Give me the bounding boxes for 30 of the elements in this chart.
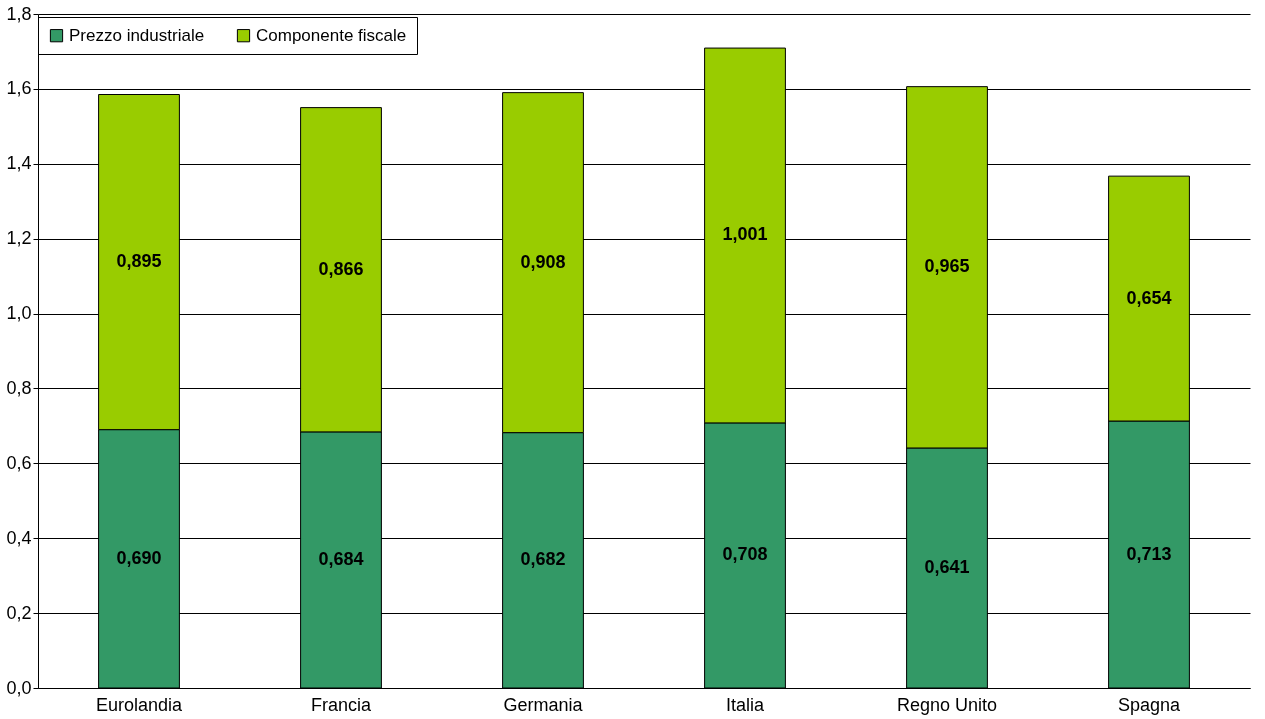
data-label: 1,001 (722, 224, 768, 245)
y-tick-label: 0,4 (6, 527, 32, 548)
x-tick-label: Regno Unito (896, 694, 998, 715)
y-tick-label: 1,0 (6, 303, 32, 324)
x-tick-label: Francia (310, 694, 372, 715)
data-label: 0,690 (116, 547, 162, 568)
data-label: 0,684 (318, 548, 364, 569)
data-label: 0,641 (924, 556, 970, 577)
x-tick-label: Eurolandia (95, 694, 184, 715)
data-label: 0,713 (1126, 543, 1172, 564)
y-tick-label: 0,6 (6, 452, 32, 473)
legend-label: Componente fiscale (256, 25, 407, 45)
x-tick-label: Germania (503, 694, 584, 715)
data-label: 0,654 (1126, 287, 1172, 308)
data-label: 0,895 (116, 251, 162, 272)
y-tick-label: 0,8 (6, 377, 32, 398)
x-tick-label: Italia (725, 694, 765, 715)
data-label: 0,908 (520, 251, 566, 272)
y-tick-label: 1,2 (6, 228, 32, 249)
data-label: 0,866 (318, 258, 364, 279)
y-tick-label: 1,6 (6, 78, 32, 99)
data-label: 0,965 (924, 256, 970, 277)
y-tick-label: 1,8 (6, 3, 32, 24)
data-label: 0,708 (722, 544, 768, 565)
y-tick-label: 0,0 (6, 677, 32, 698)
x-tick-label: Spagna (1117, 694, 1182, 715)
legend-label: Prezzo industriale (69, 25, 205, 45)
data-label: 0,682 (520, 549, 566, 570)
y-tick-label: 0,2 (6, 602, 32, 623)
y-tick-label: 1,4 (6, 153, 32, 174)
